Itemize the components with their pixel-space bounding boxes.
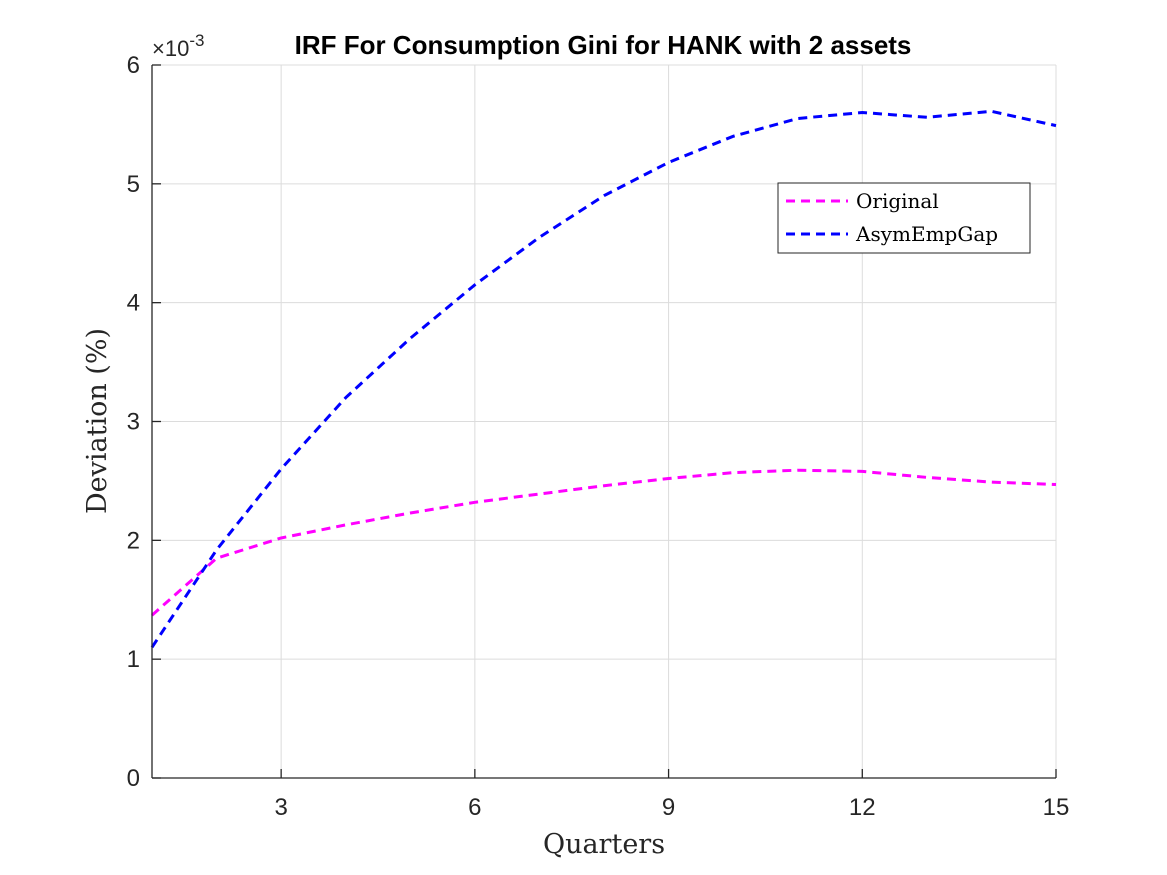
series-line-original [151, 468, 1057, 617]
legend: Original AsymEmpGap [777, 182, 1031, 254]
x-axis-label: Quarters [543, 829, 665, 860]
y-tick-label: 4 [127, 290, 140, 317]
y-exponent-base: ×10 [152, 36, 189, 61]
x-tick-label: 9 [662, 794, 675, 821]
series-lines [150, 109, 1057, 649]
y-tick-label: 3 [127, 409, 140, 436]
y-tick-label: 6 [127, 52, 140, 79]
y-tick-label: 1 [127, 646, 140, 673]
x-tick-label: 6 [468, 794, 481, 821]
x-tick-label: 15 [1043, 794, 1070, 821]
series-line-asymempgap [150, 109, 1057, 649]
chart-title: IRF For Consumption Gini for HANK with 2… [295, 30, 912, 60]
y-tick-label: 0 [127, 765, 140, 792]
y-exponent-label: ×10-3 [152, 31, 204, 61]
legend-box [777, 182, 1031, 254]
legend-label-original: Original [856, 189, 939, 213]
x-tick-label: 3 [274, 794, 287, 821]
y-axis-label: Deviation (%) [82, 328, 113, 514]
y-tick-label: 2 [127, 527, 140, 554]
y-exponent-power: -3 [189, 31, 204, 50]
legend-label-asymempgap: AsymEmpGap [855, 222, 998, 246]
y-tick-label: 5 [127, 171, 140, 198]
x-tick-label: 12 [849, 794, 876, 821]
